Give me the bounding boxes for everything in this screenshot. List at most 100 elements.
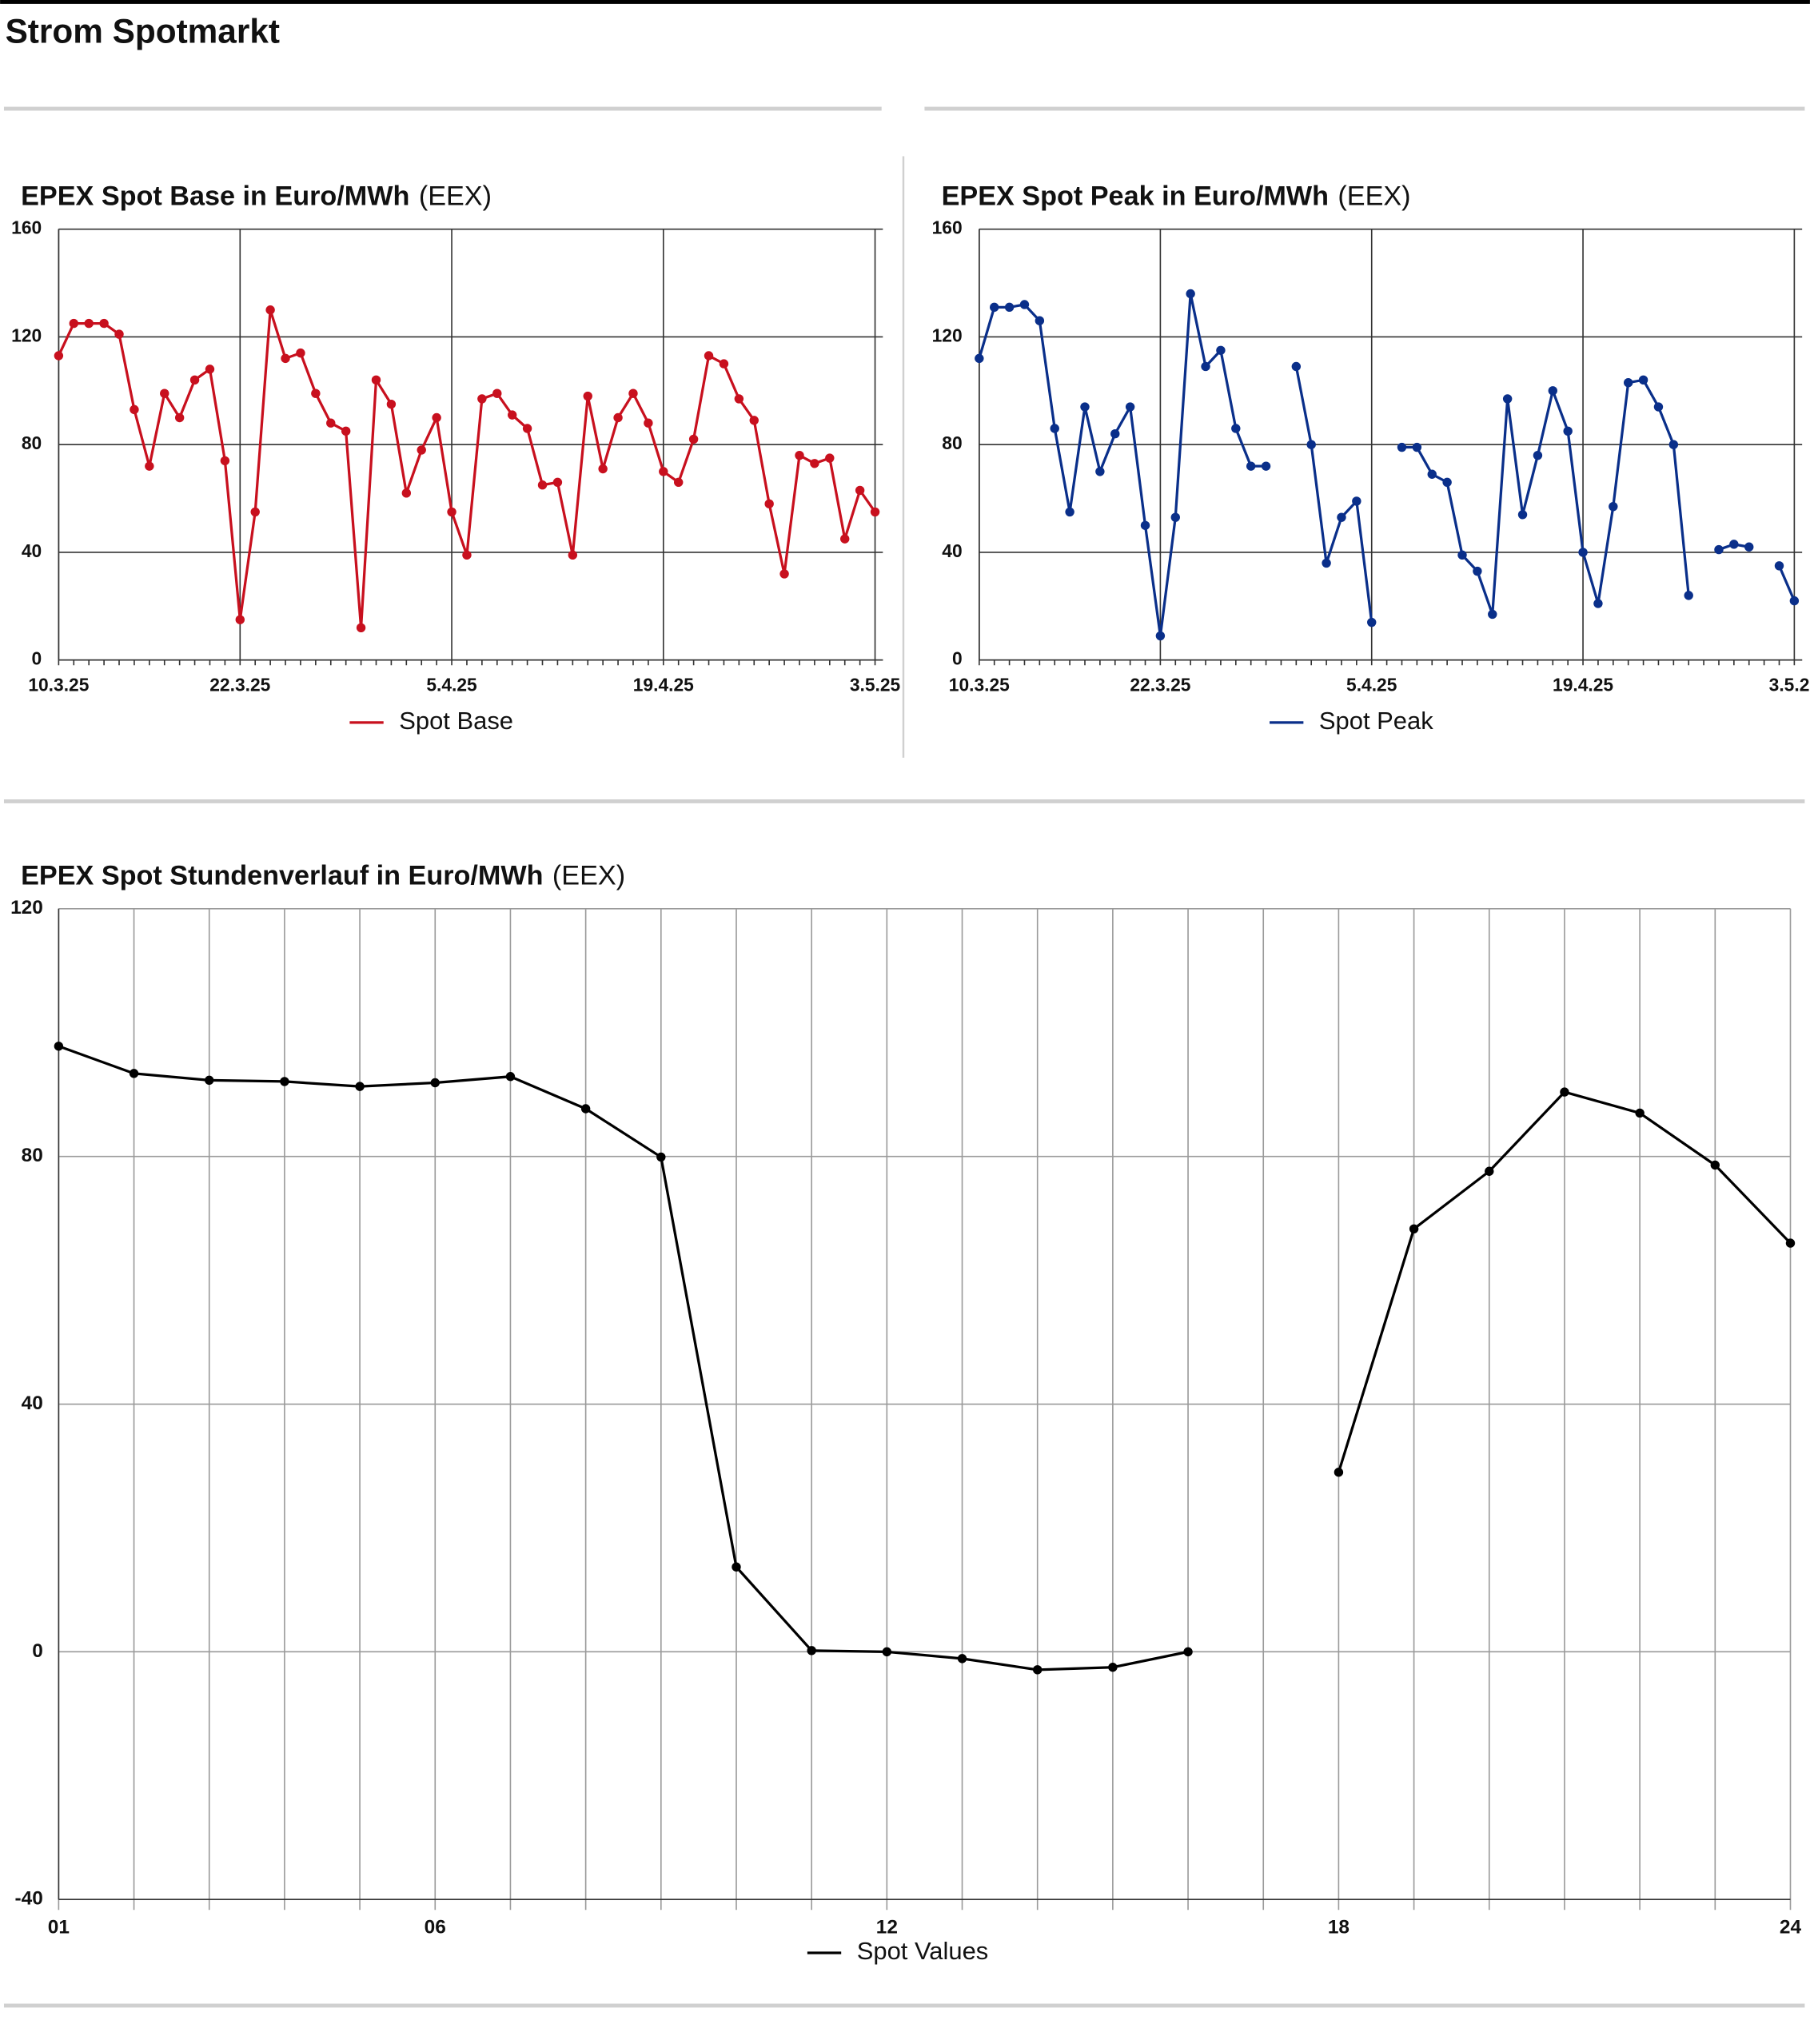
data-point [1050, 424, 1059, 433]
x-tick-label: 01 [48, 1917, 70, 1938]
data-point [719, 359, 729, 369]
y-tick-label: 160 [932, 217, 963, 238]
x-tick-label: 22.3.25 [1130, 674, 1190, 695]
data-point [432, 412, 441, 423]
data-point [1032, 1665, 1043, 1675]
data-point [704, 351, 714, 361]
data-point [296, 348, 305, 358]
data-point [583, 391, 592, 401]
data-point [1246, 461, 1256, 471]
data-point [1409, 1224, 1419, 1233]
data-point [84, 318, 94, 329]
data-point [1729, 540, 1739, 549]
data-point [1548, 386, 1557, 396]
y-tick-label: 120 [10, 897, 43, 918]
y-tick-label: 160 [11, 217, 42, 238]
data-point [1488, 609, 1497, 620]
x-tick-label: 12 [876, 1917, 898, 1938]
data-point [326, 418, 336, 428]
y-tick-label: 120 [932, 325, 963, 345]
data-point [1774, 561, 1784, 571]
data-point [1019, 300, 1030, 309]
chart-source: (EEX) [419, 181, 492, 212]
data-point [1004, 302, 1015, 313]
data-point [1609, 501, 1618, 512]
data-point [1473, 566, 1482, 576]
y-tick-label: 80 [22, 432, 42, 453]
y-tick-label: 40 [942, 540, 962, 561]
data-point [1216, 345, 1226, 355]
data-point [1186, 289, 1195, 299]
y-tick-label: 40 [22, 540, 42, 561]
data-point [1140, 520, 1150, 530]
data-point [1744, 542, 1754, 552]
data-point [145, 461, 154, 471]
chart-title-main: EPEX Spot Base in Euro/MWh [21, 181, 409, 212]
data-point [1427, 469, 1437, 479]
top-bar [0, 0, 1810, 4]
data-point [552, 477, 563, 488]
data-point [1170, 512, 1180, 522]
data-point [129, 1069, 139, 1078]
y-tick-label: -40 [15, 1888, 43, 1910]
y-tick-label: 80 [942, 432, 962, 453]
x-tick-label: 19.4.25 [633, 674, 694, 695]
y-tick-label: 0 [32, 648, 42, 669]
series-line [58, 1045, 1792, 1671]
data-point [764, 499, 774, 509]
data-point [795, 450, 804, 460]
data-point [356, 623, 366, 633]
data-point [1710, 1160, 1720, 1170]
data-point [1653, 402, 1664, 412]
data-point [492, 388, 502, 398]
data-point [130, 404, 139, 415]
data-point [734, 394, 744, 404]
data-point [613, 412, 623, 423]
data-point [1668, 440, 1679, 449]
legend-label: Spot Peak [1319, 707, 1433, 735]
chart-title-main: EPEX Spot Peak in Euro/MWh [942, 181, 1329, 212]
data-point [1291, 361, 1302, 372]
y-tick-label: 40 [22, 1393, 43, 1414]
divider [902, 156, 905, 758]
data-point [505, 1072, 516, 1082]
data-point [1095, 467, 1105, 476]
chart-source: (EEX) [1338, 181, 1410, 212]
series-line [978, 292, 1796, 638]
data-point [1155, 631, 1166, 641]
data-point [779, 569, 789, 579]
x-tick-label: 5.4.25 [426, 674, 477, 695]
data-point [1563, 426, 1573, 436]
data-point [1785, 1238, 1796, 1248]
data-point [1502, 394, 1513, 404]
data-point [1201, 361, 1210, 372]
chart-title: EPEX Spot Stundenverlauf in Euro/MWh (EEX… [21, 861, 625, 891]
data-point [235, 615, 245, 624]
data-point [1638, 375, 1649, 385]
divider [3, 2003, 1805, 2008]
x-tick-label: 19.4.25 [1553, 674, 1613, 695]
data-point [522, 424, 532, 433]
data-point [1457, 550, 1467, 560]
data-point [250, 507, 260, 517]
x-tick-label: 10.3.25 [949, 674, 1010, 695]
x-tick-label: 22.3.25 [209, 674, 270, 695]
data-point [281, 353, 290, 364]
x-tick-label: 10.3.25 [28, 674, 89, 695]
data-point [265, 305, 275, 315]
data-point [656, 1152, 666, 1162]
data-point [1306, 440, 1316, 449]
series-line [57, 309, 876, 629]
data-point [1485, 1166, 1494, 1176]
data-point [507, 410, 517, 420]
data-point [386, 399, 397, 409]
legend-label: Spot Base [399, 707, 513, 735]
y-tick-label: 0 [952, 648, 963, 669]
data-point [1517, 510, 1528, 520]
data-point [807, 1646, 816, 1656]
data-point [1367, 617, 1377, 628]
data-point [644, 418, 653, 428]
data-point [882, 1647, 892, 1657]
data-point [674, 477, 684, 488]
data-point [311, 388, 321, 398]
